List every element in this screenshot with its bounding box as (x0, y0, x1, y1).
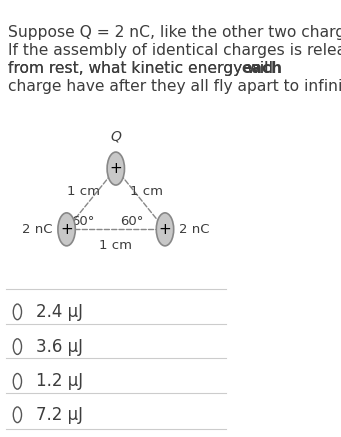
Circle shape (58, 213, 75, 246)
Text: from rest, what kinetic energy will: from rest, what kinetic energy will (8, 61, 278, 76)
Text: 2 nC: 2 nC (23, 223, 53, 236)
Text: 60°: 60° (120, 215, 143, 229)
Text: +: + (159, 222, 172, 237)
Circle shape (13, 374, 21, 389)
Text: 7.2 μJ: 7.2 μJ (36, 406, 83, 424)
Text: each: each (242, 61, 283, 76)
Text: 2.4 μJ: 2.4 μJ (36, 303, 83, 321)
Text: 1 cm: 1 cm (130, 185, 163, 198)
Text: from rest, what kinetic energy will: from rest, what kinetic energy will (8, 61, 278, 76)
Text: Suppose Q = 2 nC, like the other two charges.: Suppose Q = 2 nC, like the other two cha… (8, 25, 341, 40)
Text: Q: Q (110, 129, 121, 143)
Circle shape (13, 339, 21, 354)
Text: 1.2 μJ: 1.2 μJ (36, 372, 83, 390)
Text: If the assembly of identical charges is released: If the assembly of identical charges is … (8, 43, 341, 58)
Text: 1 cm: 1 cm (99, 239, 132, 252)
Circle shape (13, 304, 21, 320)
Text: 2 nC: 2 nC (179, 223, 209, 236)
Text: +: + (109, 161, 122, 176)
Text: 3.6 μJ: 3.6 μJ (36, 338, 83, 356)
Text: 1 cm: 1 cm (67, 185, 100, 198)
Circle shape (156, 213, 174, 246)
Circle shape (107, 152, 124, 185)
Text: 60°: 60° (71, 215, 95, 229)
Text: +: + (60, 222, 73, 237)
Circle shape (13, 407, 21, 423)
Text: charge have after they all fly apart to infinity?: charge have after they all fly apart to … (8, 79, 341, 94)
